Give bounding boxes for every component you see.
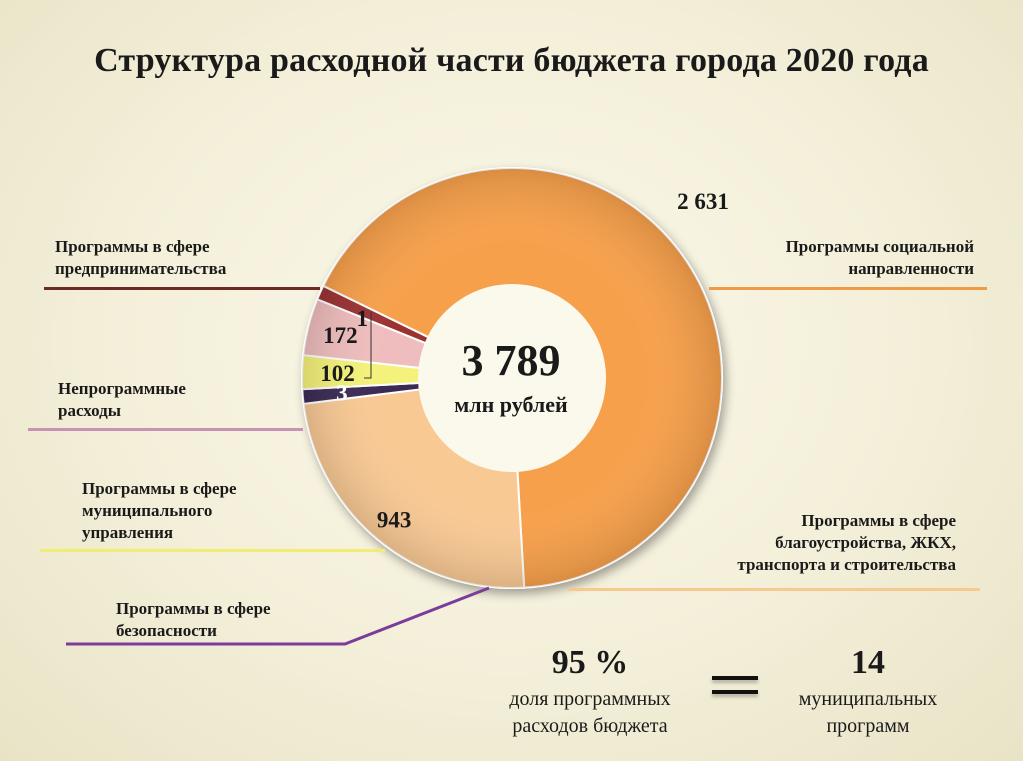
slice-value-label: 3 [336,380,348,405]
center-unit: млн рублей [454,392,568,417]
slice-value-label: 2 631 [677,189,729,214]
label-nonprogram: Непрограммные расходы [58,379,186,420]
leader-line-business [364,312,372,379]
label-housing: Программы в сфере благоустройства, ЖКХ, … [737,511,956,574]
label-social: Программы социальной направленности [785,237,974,278]
slice-value-label: 172 [323,323,358,348]
label-security: Программы в сфере безопасности [116,599,271,640]
underline-social [709,287,987,290]
underline-housing [568,588,980,591]
underline-municipal [40,549,385,552]
donut-hole [418,284,606,472]
slice-value-label: 943 [377,507,412,532]
program-count-text: муниципальных программ [798,688,938,737]
program-share-text: доля программных расходов бюджета [509,688,671,737]
center-total: 3 789 [461,336,561,385]
page-title: Структура расходной части бюджета города… [94,42,929,79]
program-count-value: 14 [851,644,885,681]
label-business: Программы в сфере предпринимательства [55,237,227,278]
underline-business [44,287,320,290]
slice-value-label: 1 [357,306,369,331]
program-share-value: 95 % [551,644,629,681]
label-municipal: Программы в сфере муниципального управле… [82,479,237,542]
underline-nonprogram [28,428,303,431]
equals-sign [712,676,758,694]
slice-value-label: 102 [320,361,355,386]
